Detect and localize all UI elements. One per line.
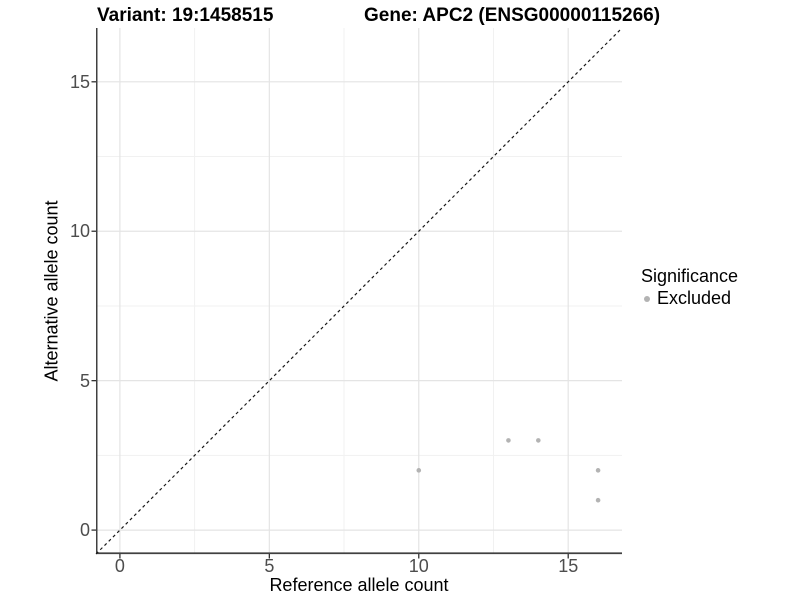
y-tick-label: 0: [79, 520, 90, 541]
data-point: [506, 438, 511, 443]
legend-title: Significance: [641, 266, 739, 286]
x-tick-label: 0: [114, 556, 125, 576]
x-tick-label: 10: [408, 556, 429, 576]
x-tick-label: 5: [264, 556, 275, 576]
data-point: [536, 438, 541, 443]
data-point: [595, 468, 601, 473]
gene-title: Gene: APC2 (ENSG00000115266): [364, 5, 661, 26]
plot-canvas: [91, 27, 623, 559]
plot-panel: [91, 27, 623, 559]
y-tick-label: 5: [79, 370, 90, 391]
legend-point-icon: [644, 295, 650, 302]
data-point: [595, 497, 601, 503]
y-tick-label: 15: [69, 71, 90, 92]
legend-item-label: Excluded: [657, 288, 732, 308]
x-axis-title: Reference allele count: [269, 575, 449, 595]
y-tick-label: 10: [69, 221, 90, 242]
legend-item-excluded: Excluded: [641, 288, 738, 309]
variant-title: Variant: 19:1458515: [97, 5, 274, 26]
legend: Significance Excluded: [641, 266, 738, 309]
x-tick-label: 15: [558, 556, 579, 576]
identity-line: [95, 27, 623, 555]
data-point: [416, 468, 422, 473]
